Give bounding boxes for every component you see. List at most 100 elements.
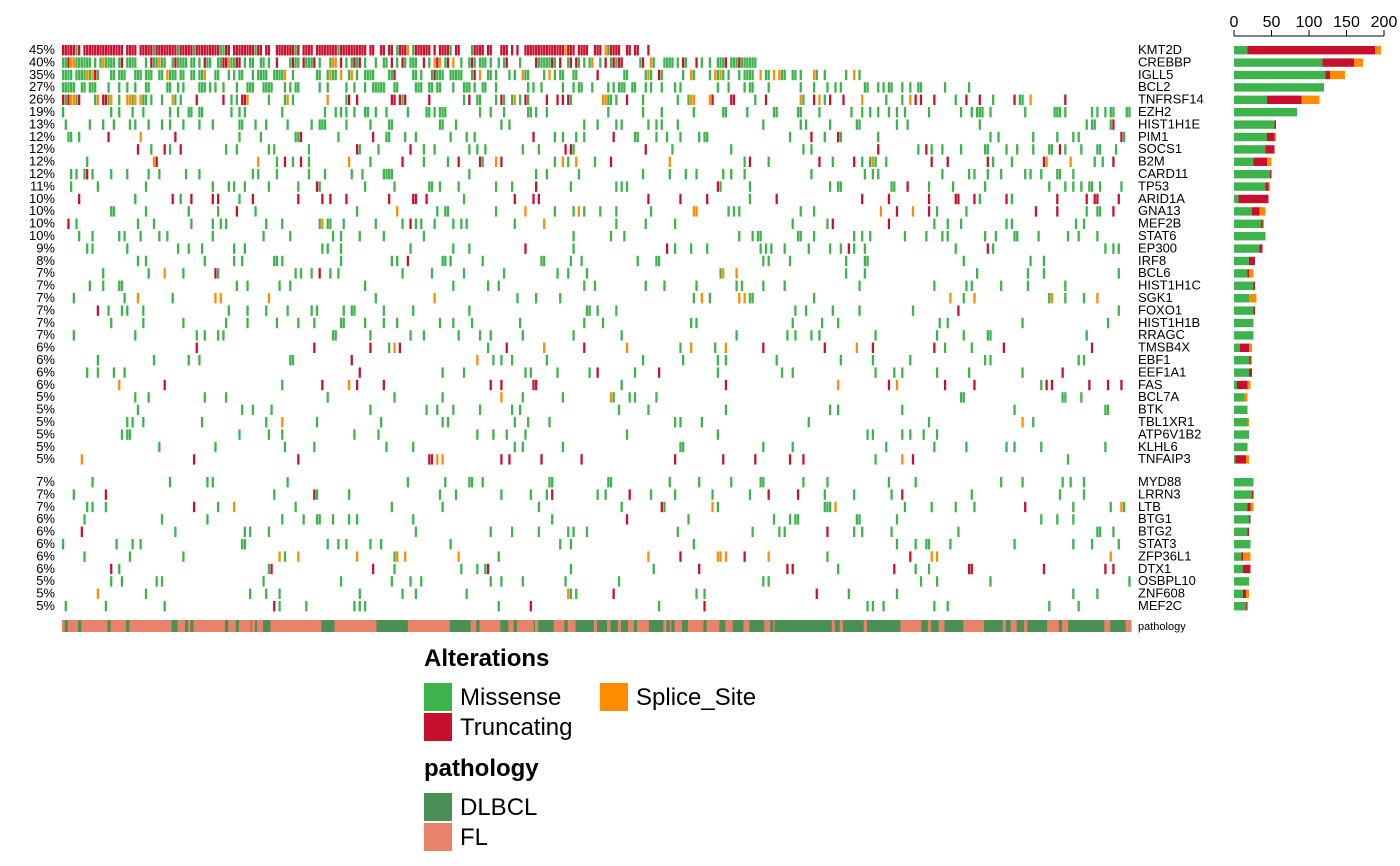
pathology-block-fl (764, 620, 775, 632)
cell-sgk1-missense (72, 293, 75, 304)
cell-igll5-splice-site (647, 69, 650, 81)
cell-klhl6-missense (214, 441, 217, 453)
cell-bcl2-missense (393, 82, 396, 93)
cell-card11-missense (275, 169, 279, 180)
cell-dtx1-truncating (698, 563, 701, 575)
gene-label-lrrn3: LRRN3 (1138, 486, 1181, 501)
cell-ebf1-missense (510, 355, 514, 366)
cell-tp53-missense (1098, 181, 1102, 192)
cell-crebbp-truncating (150, 57, 153, 68)
cell-bcl6-missense (556, 268, 559, 279)
cell-igll5-missense (347, 69, 351, 81)
cell-lrrn3-truncating (104, 489, 108, 500)
cell-arid1a-truncating (973, 193, 976, 205)
cell-bcl2-missense (134, 82, 137, 93)
cell-hist1h1e-missense (241, 119, 244, 130)
cell-ezh2-missense (1064, 107, 1067, 118)
cell-socs1-truncating (925, 144, 928, 155)
cell-pim1-missense (449, 131, 452, 143)
cell-klhl6-missense (158, 441, 161, 453)
cell-foxo1-missense (831, 305, 834, 316)
cell-foxo1-missense (107, 305, 110, 316)
cell-kmt2d-truncating (144, 45, 148, 56)
cell-foxo1-missense (588, 305, 591, 316)
cell-hist1h1e-missense (978, 119, 981, 130)
cell-socs1-missense (930, 144, 933, 155)
cell-ezh2-missense (976, 107, 979, 118)
cell-socs1-truncating (136, 144, 140, 155)
cell-hist1h1e-missense (454, 119, 458, 130)
cell-ltb-missense (1122, 501, 1126, 513)
cell-stat3-missense (1090, 539, 1094, 550)
cell-stat3-missense (559, 539, 562, 550)
cell-crebbp-missense (88, 57, 91, 68)
cell-kmt2d-truncating (107, 45, 110, 56)
cell-bcl2-missense (882, 82, 885, 93)
cell-btg1-missense (858, 514, 861, 525)
cell-crebbp-truncating (641, 57, 645, 68)
pathology-block-dlbcl (449, 620, 472, 632)
cell-hist1h1b-missense (946, 317, 949, 329)
cell-b2m-missense (767, 156, 770, 167)
cell-hist1h1e-missense (762, 119, 765, 130)
cell-hist1h1b-missense (339, 317, 343, 329)
cell-kmt2d-truncating (596, 45, 599, 56)
cell-btg1-missense (1056, 514, 1059, 525)
cell-igll5-splice-site (548, 69, 551, 81)
cell-bcl2-missense (919, 82, 923, 93)
cell-arid1a-truncating (345, 193, 348, 205)
cell-kmt2d-truncating (99, 45, 102, 56)
cell-b2m-splice-site (494, 156, 498, 167)
cell-socs1-missense (537, 144, 540, 155)
cell-hist1h1e-missense (345, 119, 348, 130)
cell-foxo1-missense (585, 305, 589, 316)
cell-socs1-missense (377, 144, 380, 155)
cell-znf608-missense (249, 588, 252, 599)
cell-pim1-truncating (612, 131, 615, 143)
cell-kmt2d-truncating (286, 45, 289, 56)
cell-pim1-missense (1077, 131, 1080, 143)
cell-socs1-missense (1080, 144, 1083, 155)
cell-ltb-missense (1072, 501, 1075, 513)
cell-kmt2d-truncating (131, 45, 134, 56)
cell-kmt2d-truncating (104, 45, 108, 56)
cell-kmt2d-truncating (372, 45, 375, 56)
cell-atp6v1b2-missense (866, 429, 869, 440)
cell-ezh2-missense (339, 107, 343, 118)
pathology-block-dlbcl (324, 620, 335, 632)
cell-ezh2-missense (385, 107, 388, 118)
cell-znf608-missense (358, 588, 361, 599)
cell-ezh2-missense (1058, 107, 1062, 118)
cell-fas-truncating (500, 379, 503, 391)
cell-dtx1-missense (476, 563, 479, 575)
cell-crebbp-missense (665, 57, 669, 68)
cell-igll5-missense (144, 69, 148, 81)
cell-rragc-missense (222, 330, 225, 341)
cell-mef2b-missense (326, 218, 329, 229)
cell-crebbp-truncating (238, 57, 241, 68)
cell-lrrn3-truncating (551, 489, 554, 500)
cell-bcl2-missense (620, 82, 623, 93)
cell-kmt2d-truncating (94, 45, 97, 56)
bar-igll5-truncating (1325, 70, 1330, 80)
cell-atp6v1b2-missense (871, 429, 875, 440)
cell-card11-missense (126, 169, 129, 180)
pathology-sample-dlbcl (126, 620, 130, 632)
cell-sgk1-missense (1082, 293, 1086, 304)
cell-gna13-missense (649, 206, 653, 217)
cell-crebbp-missense (171, 57, 174, 68)
cell-sgk1-splice-site (433, 293, 436, 304)
cell-tnfaip3-truncating (428, 454, 431, 465)
cell-kmt2d-truncating (246, 45, 249, 56)
cell-ezh2-missense (1056, 107, 1059, 118)
cell-bcl2-missense (967, 82, 971, 93)
bar-gna13-truncating (1252, 207, 1260, 216)
cell-bcl2-missense (438, 82, 442, 93)
cell-tnfrsf14-truncating (347, 94, 351, 105)
cell-socs1-missense (235, 144, 238, 155)
cell-igll5-missense (727, 69, 730, 81)
cell-hist1h1b-missense (382, 317, 385, 329)
cell-card11-missense (1040, 169, 1043, 180)
cell-crebbp-missense (553, 57, 557, 68)
cell-ezh2-missense (887, 107, 891, 118)
